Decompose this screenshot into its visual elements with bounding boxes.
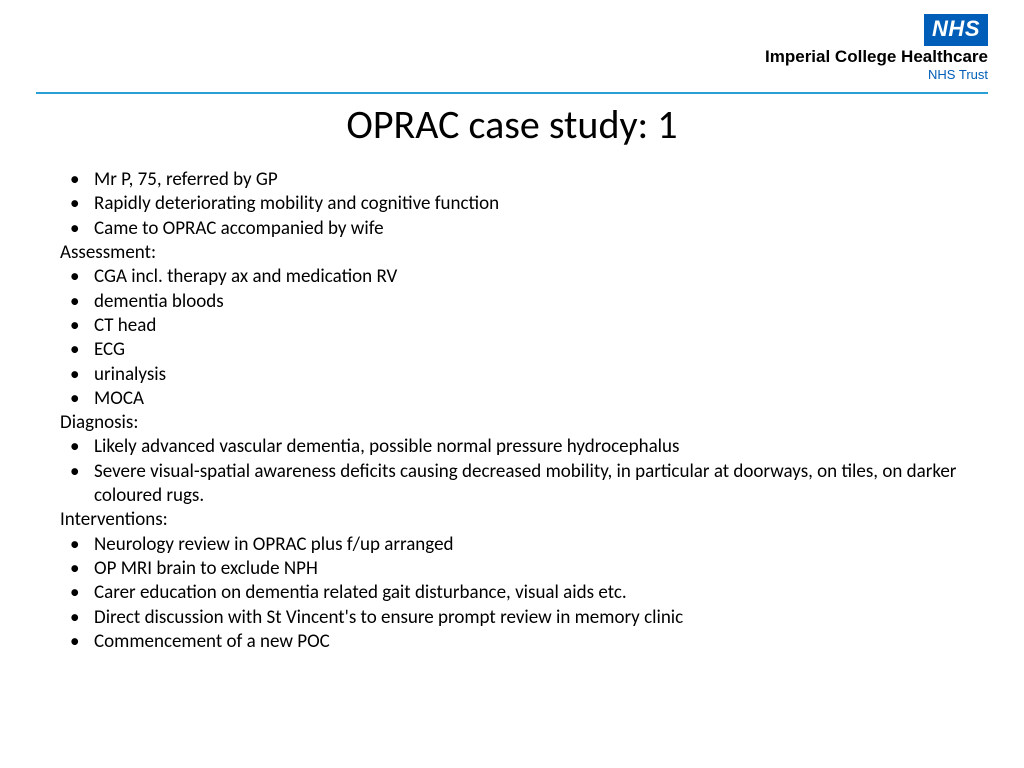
list-item: Severe visual-spatial awareness deficits…	[60, 460, 984, 509]
intro-list: Mr P, 75, referred by GP Rapidly deterio…	[60, 168, 984, 241]
interventions-heading: Interventions:	[60, 508, 984, 532]
header-divider	[36, 92, 988, 94]
list-item: Commencement of a new POC	[60, 630, 984, 654]
list-item: ECG	[60, 338, 984, 362]
diagnosis-heading: Diagnosis:	[60, 411, 984, 435]
list-item: Mr P, 75, referred by GP	[60, 168, 984, 192]
list-item: Carer education on dementia related gait…	[60, 581, 984, 605]
list-item: OP MRI brain to exclude NPH	[60, 557, 984, 581]
list-item: dementia bloods	[60, 290, 984, 314]
list-item: Likely advanced vascular dementia, possi…	[60, 435, 984, 459]
list-item: Direct discussion with St Vincent's to e…	[60, 606, 984, 630]
interventions-list: Neurology review in OPRAC plus f/up arra…	[60, 533, 984, 655]
diagnosis-list: Likely advanced vascular dementia, possi…	[60, 435, 984, 508]
list-item: MOCA	[60, 387, 984, 411]
nhs-badge: NHS	[924, 14, 988, 46]
list-item: Neurology review in OPRAC plus f/up arra…	[60, 533, 984, 557]
list-item: Rapidly deteriorating mobility and cogni…	[60, 192, 984, 216]
assessment-list: CGA incl. therapy ax and medication RV d…	[60, 265, 984, 411]
header-logo-block: NHS Imperial College Healthcare NHS Trus…	[765, 14, 988, 82]
org-name-line2: NHS Trust	[765, 67, 988, 83]
list-item: CT head	[60, 314, 984, 338]
list-item: Came to OPRAC accompanied by wife	[60, 217, 984, 241]
list-item: CGA incl. therapy ax and medication RV	[60, 265, 984, 289]
org-name-line1: Imperial College Healthcare	[765, 48, 988, 67]
assessment-heading: Assessment:	[60, 241, 984, 265]
list-item: urinalysis	[60, 363, 984, 387]
slide-title: OPRAC case study: 1	[0, 100, 1024, 149]
slide-body: Mr P, 75, referred by GP Rapidly deterio…	[60, 168, 984, 654]
